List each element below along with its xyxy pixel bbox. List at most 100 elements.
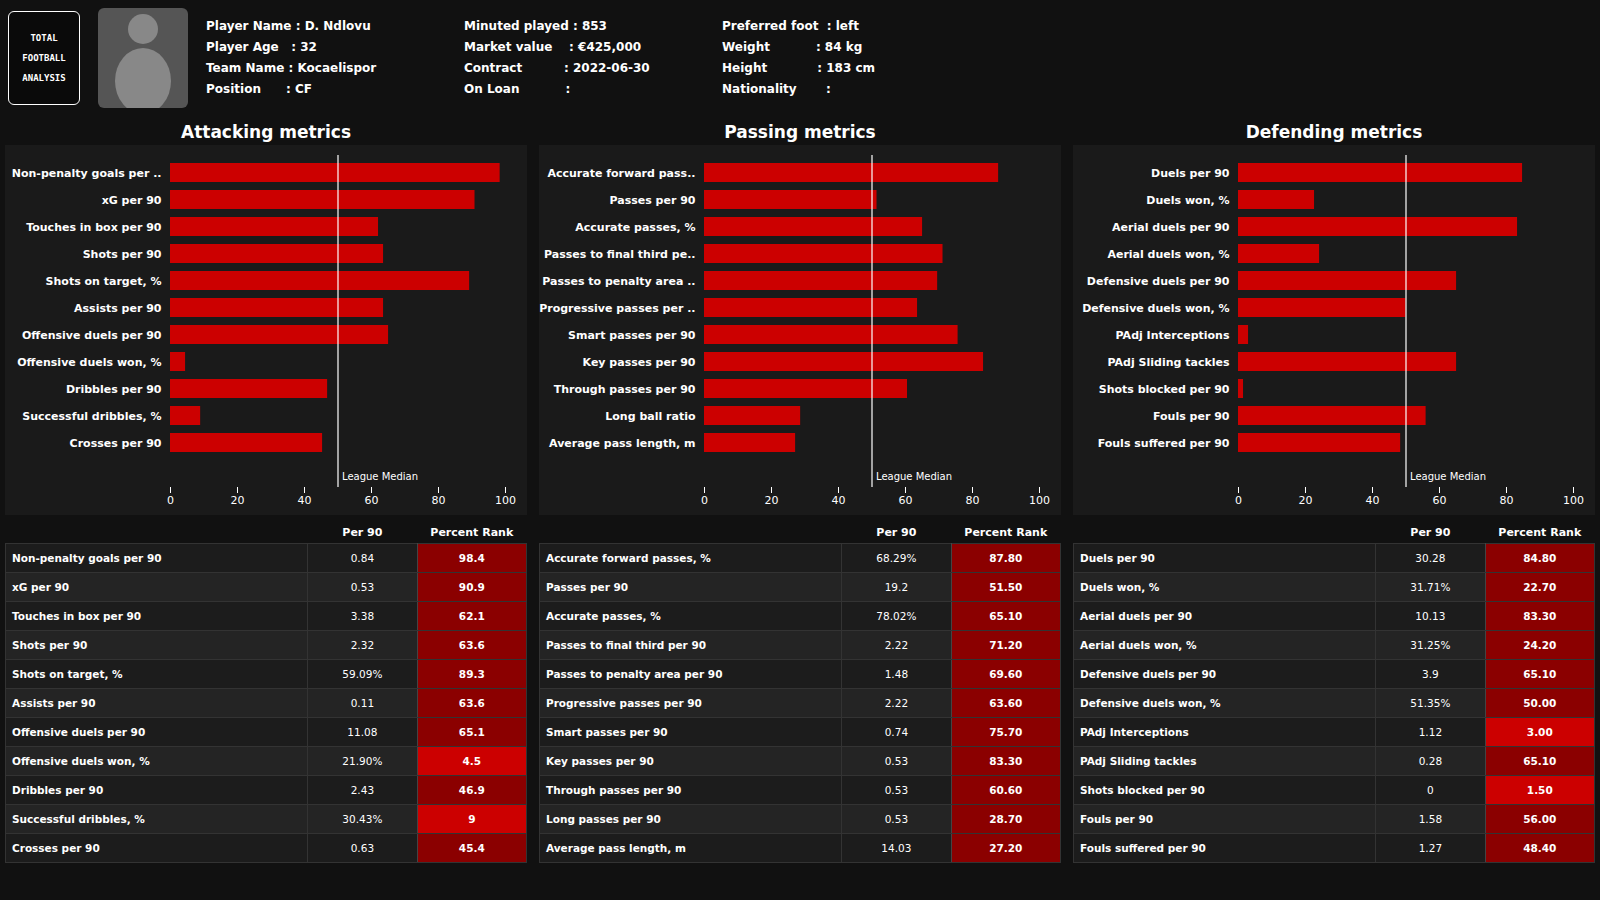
html-text:Shots on target, %: Shots on target, % [12, 668, 123, 680]
html-text:Position : CF: Position : CF [206, 82, 312, 96]
svg-text:60: 60 [1433, 494, 1447, 507]
html-text:Player Age : 32: Player Age : 32 [206, 40, 317, 54]
html-text:Height : 183 cm: Height : 183 cm [722, 61, 876, 75]
svg-text:Fouls per 90: Fouls per 90 [1153, 410, 1230, 423]
svg-text:0: 0 [167, 494, 174, 507]
svg-text:80: 80 [1500, 494, 1514, 507]
svg-text:60: 60 [899, 494, 913, 507]
svg-text:Through passes per 90: Through passes per 90 [554, 383, 696, 396]
svg-text:Crosses per 90: Crosses per 90 [70, 437, 162, 450]
svg-text:0: 0 [1235, 494, 1242, 507]
html-text:Offensive duels won, %: Offensive duels won, % [12, 755, 150, 767]
svg-text:Non-penalty goals per ..: Non-penalty goals per .. [12, 167, 162, 180]
html-text:98.4: 98.4 [458, 552, 485, 564]
html-text:90.9: 90.9 [458, 581, 485, 593]
html-text:Team Name : Kocaelispor: Team Name : Kocaelispor [206, 61, 377, 75]
svg-text:20: 20 [765, 494, 779, 507]
svg-text:Passes per 90: Passes per 90 [609, 194, 695, 207]
html-text:Assists per 90: Assists per 90 [12, 697, 96, 709]
html-text:Defending metrics: Defending metrics [1245, 122, 1423, 142]
svg-text:40: 40 [298, 494, 312, 507]
svg-text:Passes to final third pe..: Passes to final third pe.. [544, 248, 695, 261]
svg-text:Successful dribbles, %: Successful dribbles, % [22, 410, 161, 423]
html-text:Per 90: Per 90 [1410, 525, 1451, 539]
svg-text:League Median: League Median [342, 471, 418, 482]
html-text:Attacking metrics: Attacking metrics [181, 122, 351, 142]
svg-text:Progressive passes per ..: Progressive passes per .. [539, 302, 695, 315]
html-text:62.1: 62.1 [458, 610, 485, 622]
svg-text:100: 100 [1563, 494, 1584, 507]
svg-text:40: 40 [832, 494, 846, 507]
html-text:3.38: 3.38 [350, 610, 375, 622]
html-text:0.11: 0.11 [350, 697, 375, 709]
html-text:Market value : €425,000: Market value : €425,000 [464, 40, 642, 54]
html-text:2.32: 2.32 [350, 639, 375, 651]
html-text:Nationality :: Nationality : [722, 82, 835, 96]
svg-text:Aerial duels per 90: Aerial duels per 90 [1112, 221, 1230, 234]
svg-text:Shots per 90: Shots per 90 [83, 248, 162, 261]
svg-text:Shots blocked per 90: Shots blocked per 90 [1099, 383, 1230, 396]
svg-text:Duels won, %: Duels won, % [1146, 194, 1229, 207]
svg-text:Defensive duels per 90: Defensive duels per 90 [1087, 275, 1230, 288]
html-text:Touches in box per 90: Touches in box per 90 [12, 610, 142, 622]
html-text:Percent Rank: Percent Rank [430, 525, 514, 539]
html-text:Shots per 90: Shots per 90 [12, 639, 88, 651]
html-text:11.08: 11.08 [347, 726, 378, 738]
html-text:4.5: 4.5 [462, 755, 482, 767]
html-text:Offensive duels per 90: Offensive duels per 90 [12, 726, 146, 738]
svg-text:Key passes per 90: Key passes per 90 [583, 356, 696, 369]
svg-text:80: 80 [966, 494, 980, 507]
svg-text:40: 40 [1366, 494, 1380, 507]
svg-text:Accurate forward pass..: Accurate forward pass.. [547, 167, 695, 180]
svg-text:Assists per 90: Assists per 90 [74, 302, 162, 315]
svg-text:Duels per 90: Duels per 90 [1151, 167, 1230, 180]
svg-text:0: 0 [701, 494, 708, 507]
html-text:0.84: 0.84 [350, 552, 375, 564]
html-text:Minuted played : 853: Minuted played : 853 [464, 19, 607, 33]
html-text:0.53: 0.53 [350, 581, 375, 593]
html-text:Non-penalty goals per 90: Non-penalty goals per 90 [12, 552, 162, 564]
svg-text:PAdj Sliding tackles: PAdj Sliding tackles [1108, 356, 1230, 369]
svg-text:20: 20 [231, 494, 245, 507]
svg-text:League Median: League Median [876, 471, 952, 482]
html-text:Percent Rank: Percent Rank [1498, 525, 1582, 539]
svg-text:Touches in box per 90: Touches in box per 90 [26, 221, 162, 234]
svg-text:Passes to penalty area ..: Passes to penalty area .. [542, 275, 695, 288]
html-text:Dribbles per 90: Dribbles per 90 [12, 784, 104, 796]
html-text:Passing metrics: Passing metrics [724, 122, 876, 142]
svg-text:Aerial duels won, %: Aerial duels won, % [1107, 248, 1229, 261]
svg-text:60: 60 [365, 494, 379, 507]
html-text:65.1: 65.1 [458, 726, 485, 738]
html-text:On Loan :: On Loan : [464, 82, 575, 96]
svg-text:Shots on target, %: Shots on target, % [46, 275, 162, 288]
html-text:Per 90: Per 90 [342, 525, 383, 539]
html-text:89.3: 89.3 [458, 668, 485, 680]
svg-text:League Median: League Median [1410, 471, 1486, 482]
html-text:63.6: 63.6 [458, 639, 485, 651]
svg-text:Dribbles per 90: Dribbles per 90 [66, 383, 162, 396]
html-text:Player Name : D. Ndlovu: Player Name : D. Ndlovu [206, 19, 371, 33]
html-text:21.90%: 21.90% [342, 755, 383, 767]
svg-text:PAdj Interceptions: PAdj Interceptions [1116, 329, 1230, 342]
html-text:xG per 90: xG per 90 [12, 581, 70, 593]
svg-text:Offensive duels won, %: Offensive duels won, % [17, 356, 161, 369]
svg-text:Average pass length, m: Average pass length, m [549, 437, 695, 450]
svg-text:100: 100 [1029, 494, 1050, 507]
html-text:Contract : 2022-06-30: Contract : 2022-06-30 [464, 61, 650, 75]
html-text:Preferred foot : left: Preferred foot : left [722, 19, 859, 33]
svg-text:Fouls suffered per 90: Fouls suffered per 90 [1098, 437, 1230, 450]
html-text:59.09%: 59.09% [342, 668, 383, 680]
svg-text:80: 80 [432, 494, 446, 507]
html-text:Weight : 84 kg: Weight : 84 kg [722, 40, 863, 54]
svg-text:20: 20 [1299, 494, 1313, 507]
svg-text:Defensive duels won, %: Defensive duels won, % [1082, 302, 1229, 315]
html-text:63.6: 63.6 [458, 697, 485, 709]
html-text:Per 90: Per 90 [876, 525, 917, 539]
svg-text:Long ball ratio: Long ball ratio [605, 410, 696, 423]
svg-text:xG per 90: xG per 90 [102, 194, 162, 207]
svg-text:Accurate passes, %: Accurate passes, % [575, 221, 695, 234]
svg-text:100: 100 [495, 494, 516, 507]
svg-text:Offensive duels per 90: Offensive duels per 90 [22, 329, 162, 342]
html-text:Percent Rank: Percent Rank [964, 525, 1048, 539]
svg-text:Smart passes per 90: Smart passes per 90 [568, 329, 696, 342]
